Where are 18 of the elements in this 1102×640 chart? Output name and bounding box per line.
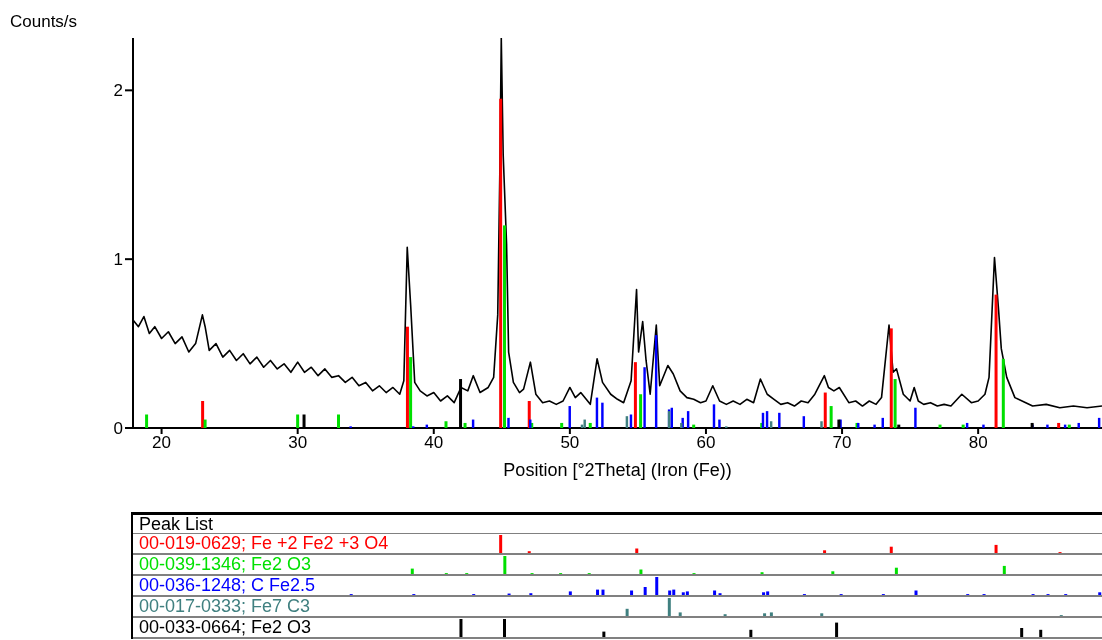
text: 00-033-0664; Fe2 O3: [139, 617, 312, 637]
x-tick-label: 60: [696, 433, 716, 453]
y-tick-label: 2: [113, 81, 123, 101]
series-label: 00-036-1248; C Fe2.5: [139, 575, 316, 595]
x-tick-label: 40: [424, 433, 444, 453]
y-tick-label: 0: [113, 419, 123, 439]
x-tick-label: 20: [152, 433, 172, 453]
text: 00-039-1346; Fe2 O3: [139, 554, 312, 574]
x-tick-label: 30: [288, 433, 308, 453]
text: 00-019-0629; Fe +2 Fe2 +3 O4: [139, 533, 389, 553]
y-axis-title: Counts/s: [10, 12, 78, 32]
x-tick-label: 50: [560, 433, 580, 453]
x-tick-label: 70: [832, 433, 852, 453]
x-axis-title: Position [°2Theta] (Iron (Fe)): [503, 460, 732, 480]
text: 00-017-0333; Fe7 C3: [139, 596, 311, 616]
x-tick-label: 80: [968, 433, 988, 453]
chart-title: Peak List: [133, 512, 1102, 534]
y-tick-label: 1: [113, 250, 123, 270]
